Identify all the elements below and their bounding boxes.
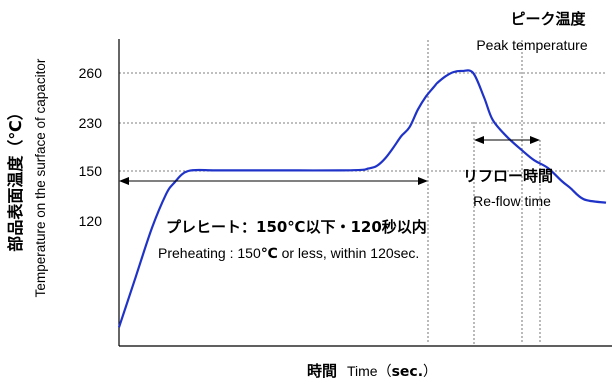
y-tick-label-260: 260	[79, 65, 103, 81]
y-axis-label-ja: 部品表面温度（℃）	[6, 104, 25, 251]
preheat-label-en-a: Preheating : 150	[158, 245, 261, 261]
x-axis-label: 時間 Time（sec.）	[307, 362, 437, 380]
y-tick-label-150: 150	[79, 163, 103, 179]
gridlines	[119, 72, 606, 172]
reflow-label-en: Re-flow time	[473, 193, 551, 209]
reflow-label-ja: リフロー時間	[463, 167, 553, 185]
y-axis-label-en: Temperature on the surface of capacitor	[33, 58, 48, 297]
temperature-curve	[117, 69, 607, 328]
y-tick-labels: 120 150 230 260	[79, 65, 103, 229]
preheat-label-en-b: or less, within 120sec.	[278, 245, 420, 261]
preheat-label-en-deg: ℃	[261, 245, 278, 261]
peak-label-ja: ピーク温度	[510, 10, 586, 28]
axes	[118, 39, 612, 347]
peak-label-en: Peak temperature	[476, 37, 587, 53]
x-axis-label-unit: sec.	[392, 364, 423, 380]
preheat-label-ja: プレヒート：150℃以下・120秒以内	[166, 218, 427, 236]
preheat-arrow	[119, 177, 428, 185]
x-axis-label-en: Time（	[347, 363, 392, 379]
reflow-arrow	[474, 136, 540, 144]
y-tick-label-120: 120	[79, 213, 103, 229]
x-axis-label-ja: 時間	[307, 362, 337, 380]
x-axis-label-close: ）	[423, 363, 437, 379]
vertical-guides	[427, 40, 541, 344]
preheat-label-en: Preheating : 150℃ or less, within 120sec…	[158, 245, 419, 261]
y-tick-label-230: 230	[79, 115, 103, 131]
